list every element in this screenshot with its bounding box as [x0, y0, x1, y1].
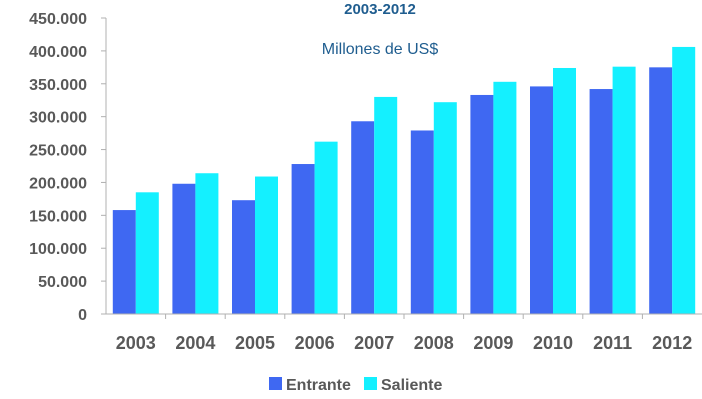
x-tick-label: 2003 — [116, 333, 156, 353]
bar-saliente-2007 — [374, 96, 398, 314]
y-tick-label: 0 — [78, 307, 87, 324]
bar-entrante-2006 — [291, 164, 315, 314]
bar-entrante-2012 — [649, 67, 673, 314]
y-tick-label: 400.000 — [29, 44, 87, 61]
bar-entrante-2010 — [530, 86, 553, 314]
chart-title: 2003-2012 — [344, 1, 416, 18]
bar-entrante-2007 — [351, 121, 375, 314]
bar-saliente-2006 — [314, 141, 338, 314]
y-tick-label: 250.000 — [29, 143, 87, 160]
x-tick-label: 2008 — [414, 333, 454, 353]
bar-entrante-2009 — [470, 94, 494, 315]
x-tick-label: 2009 — [473, 333, 513, 353]
legend-label-saliente: Saliente — [381, 377, 442, 394]
bar-saliente-2008 — [433, 102, 457, 314]
bar-entrante-2011 — [589, 89, 613, 314]
bar-entrante-2003 — [112, 210, 136, 314]
y-axis-ticks: 0 50.000 100.000 150.000 200.000 250.000 300.0… — [29, 11, 106, 324]
bar-saliente-2010 — [553, 67, 576, 314]
legend-label-entrante: Entrante — [286, 377, 351, 394]
legend-swatch-entrante — [269, 377, 282, 390]
bars-group — [112, 46, 696, 315]
x-tick-label: 2007 — [354, 333, 394, 353]
bar-saliente-2004 — [195, 173, 219, 314]
y-tick-label: 300.000 — [29, 110, 87, 127]
bar-saliente-2011 — [612, 66, 636, 314]
bar-entrante-2005 — [232, 200, 255, 314]
bar-saliente-2005 — [255, 176, 278, 314]
y-tick-label: 100.000 — [29, 241, 87, 258]
x-axis-ticks: 2003 2004 2005 2006 2007 2008 2009 2010 2011 2012 — [116, 314, 692, 353]
y-tick-label: 450.000 — [29, 11, 87, 28]
y-tick-label: 150.000 — [29, 208, 87, 225]
legend-swatch-saliente — [364, 377, 377, 390]
y-tick-label: 50.000 — [38, 274, 87, 291]
bar-saliente-2003 — [135, 192, 159, 314]
bar-entrante-2004 — [172, 183, 196, 314]
x-tick-label: 2011 — [593, 333, 632, 353]
y-tick-label: 200.000 — [29, 175, 87, 192]
x-tick-label: 2010 — [533, 333, 573, 353]
bar-saliente-2012 — [672, 46, 696, 314]
y-tick-label: 350.000 — [29, 77, 87, 94]
x-tick-label: 2004 — [175, 333, 215, 353]
x-tick-label: 2012 — [652, 333, 692, 353]
legend: Entrante Saliente — [269, 377, 442, 394]
x-tick-label: 2006 — [295, 333, 335, 353]
chart-subtitle: Millones de US$ — [322, 41, 439, 58]
x-tick-label: 2005 — [235, 333, 275, 353]
bar-entrante-2008 — [410, 130, 434, 314]
bar-saliente-2009 — [493, 81, 517, 314]
